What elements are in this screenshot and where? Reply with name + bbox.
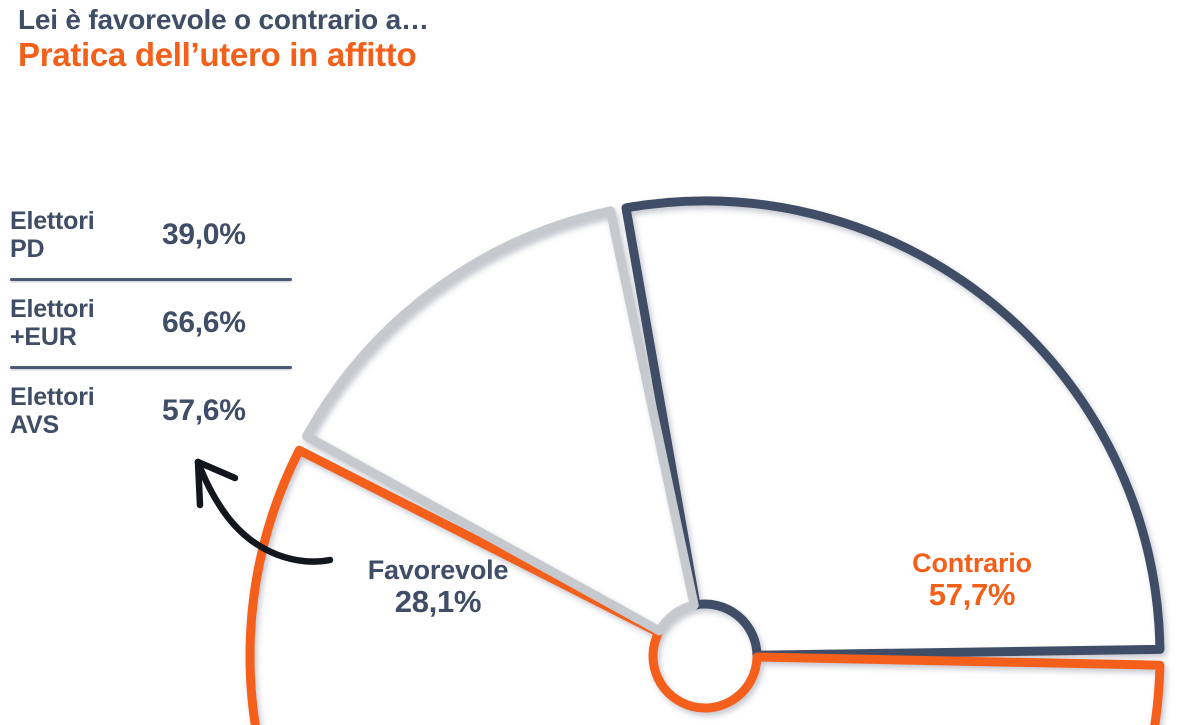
breakdown-value-avs: 57,6% [162, 394, 246, 427]
breakdown-label-avs: Elettori AVS [10, 383, 162, 440]
breakdown-label-line2: AVS [10, 411, 59, 439]
breakdown-label-line1: Elettori [10, 206, 95, 235]
question-title: Lei è favorevole o contrario a… [18, 4, 429, 35]
table-row: Elettori +EUR 66,6% [10, 281, 292, 369]
donut-wedge-non-sa-non-indica [302, 206, 699, 636]
table-row: Elettori AVS 57,6% [10, 369, 292, 457]
breakdown-label-line1: Elettori [10, 294, 95, 323]
breakdown-value-eur: 66,6% [162, 306, 246, 339]
wedge-label-contrario-value: 57,7% [928, 577, 1016, 613]
breakdown-label-line2: PD [10, 235, 45, 263]
breakdown-table: Elettori PD 39,0% Elettori +EUR 66,6% El… [10, 193, 292, 457]
row-divider [10, 366, 292, 369]
breakdown-label-pd: Elettori PD [10, 207, 162, 264]
wedge-label-contrario: Contrario 57,7% [872, 548, 1072, 613]
donut-wedge-contrario [245, 445, 1165, 725]
wedge-label-contrario-name: Contrario [912, 548, 1032, 578]
breakdown-label-line2: +EUR [10, 323, 77, 351]
donut-wedge-favorevole [621, 196, 1165, 660]
wedge-label-favorevole-value: 28,1% [394, 584, 482, 620]
row-divider [10, 278, 292, 281]
breakdown-value-pd: 39,0% [162, 218, 246, 251]
breakdown-label-eur: Elettori +EUR [10, 295, 162, 352]
title-block: Lei è favorevole o contrario a… Pratica … [18, 4, 718, 74]
table-row: Elettori PD 39,0% [10, 193, 292, 281]
topic-title: Pratica dell’utero in affitto [18, 36, 417, 74]
breakdown-label-line1: Elettori [10, 382, 95, 411]
wedge-label-favorevole-name: Favorevole [367, 555, 509, 585]
wedge-label-favorevole: Favorevole 28,1% [333, 555, 543, 620]
